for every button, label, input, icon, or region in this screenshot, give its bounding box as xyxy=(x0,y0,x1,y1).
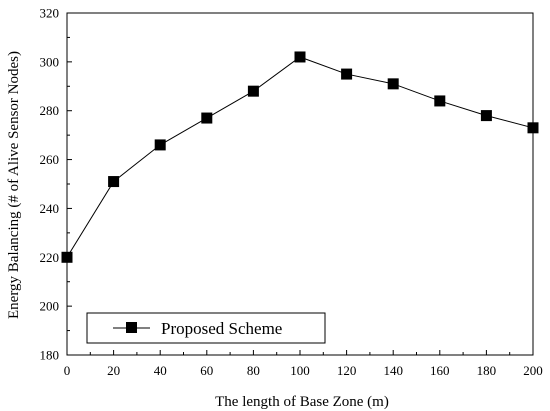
x-tick-label: 200 xyxy=(523,363,543,378)
series-proposed-scheme xyxy=(61,51,539,263)
data-point-marker xyxy=(247,85,259,97)
x-tick-label: 140 xyxy=(383,363,403,378)
y-axis-ticks: 180 200 220 240 260 280 300 320 xyxy=(40,6,72,363)
data-point-marker xyxy=(387,78,399,90)
x-axis-ticks: 0 20 40 60 80 100 120 140 160 180 200 xyxy=(64,350,543,378)
y-tick-label: 180 xyxy=(40,348,60,363)
x-tick-label: 0 xyxy=(64,363,71,378)
y-tick-label: 280 xyxy=(40,103,60,118)
data-point-marker xyxy=(108,176,120,188)
x-axis-title: The length of Base Zone (m) xyxy=(215,394,389,410)
x-tick-label: 160 xyxy=(430,363,450,378)
x-tick-label: 180 xyxy=(477,363,497,378)
y-tick-label: 220 xyxy=(40,250,60,265)
y-axis-title: Energy Balancing (# of Alive Sensor Node… xyxy=(6,51,22,319)
plot-frame xyxy=(66,12,534,356)
data-point-marker xyxy=(201,112,213,124)
data-point-marker xyxy=(61,251,73,263)
y-tick-label: 320 xyxy=(40,6,60,21)
legend: Proposed Scheme xyxy=(86,312,326,344)
plot-area-border xyxy=(66,12,534,356)
data-point-marker xyxy=(294,51,306,63)
y-tick-label: 240 xyxy=(40,201,60,216)
data-point-marker xyxy=(434,95,446,107)
x-tick-label: 120 xyxy=(337,363,357,378)
x-tick-label: 20 xyxy=(107,363,120,378)
data-point-marker xyxy=(341,68,353,80)
x-tick-label: 100 xyxy=(290,363,310,378)
x-tick-label: 80 xyxy=(247,363,260,378)
series-line xyxy=(66,56,534,258)
y-tick-label: 260 xyxy=(40,152,60,167)
x-tick-label: 40 xyxy=(154,363,167,378)
data-point-marker xyxy=(527,122,539,134)
data-point-marker xyxy=(480,110,492,122)
legend-label: Proposed Scheme xyxy=(161,319,282,338)
x-tick-label: 60 xyxy=(200,363,213,378)
y-tick-label: 300 xyxy=(40,54,60,69)
legend-marker-square xyxy=(126,322,137,333)
y-tick-label: 200 xyxy=(40,299,60,314)
data-point-marker xyxy=(154,139,166,151)
